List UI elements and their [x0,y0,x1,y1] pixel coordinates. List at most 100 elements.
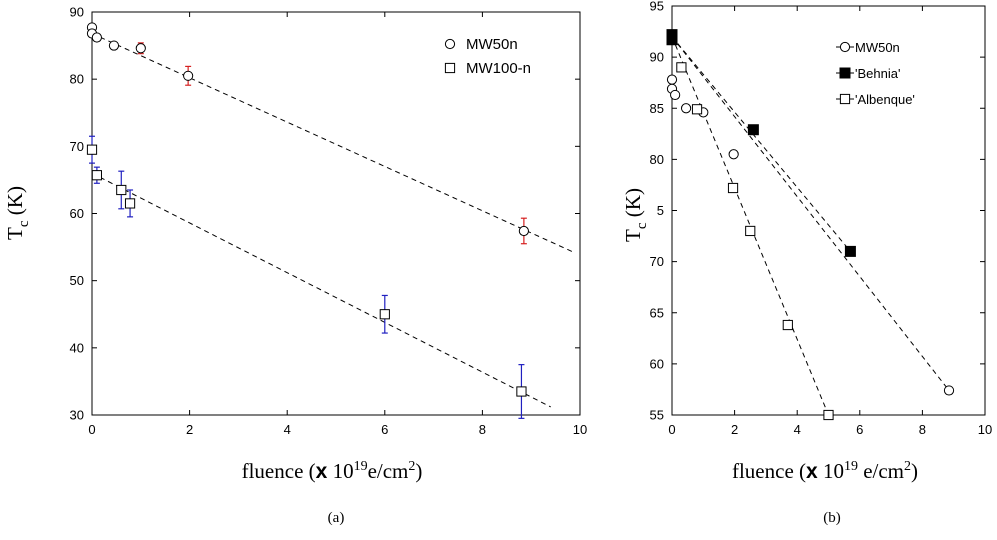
x-tick-label: 4 [794,422,801,437]
series-albenque [676,62,834,421]
data-point [86,144,98,155]
data-point [518,225,529,237]
x-axis-label-part: 2 [408,459,415,474]
legend-marker [839,41,851,53]
y-tick-label: 95 [650,0,664,14]
x-tick-label: 4 [284,422,291,437]
y-tick-label: 40 [70,340,84,355]
data-point [747,124,759,136]
y-axis-label-part: T [3,227,27,240]
data-point [135,43,146,54]
y-tick-label: 90 [70,5,84,20]
legend-label: 'Behnia' [855,66,900,81]
x-tick-label: 10 [978,422,992,437]
x-axis-label-part: fluence ( [242,459,316,483]
series-behnia [666,29,856,257]
x-axis-label-part: ) [415,459,422,483]
data-point [108,40,120,51]
y-axis-label: Tc (K) [3,186,32,240]
data-point [782,319,793,331]
data-point [666,34,678,46]
x-axis-label-part: fluence ( [732,459,806,483]
figure-caption: (a) [328,510,345,526]
legend: MW50n 'Behnia' 'Albenque' [836,40,915,107]
x-axis-label-part: 10 [818,459,844,483]
fit-line [671,36,851,252]
y-tick-label: 85 [650,101,664,116]
data-point [727,182,739,194]
data-point [680,103,692,114]
legend-label: MW50n [855,40,900,55]
y-axis-label-part: (K) [3,186,27,220]
y-axis-label: Tc (K) [621,188,650,242]
data-point [116,184,127,196]
fit-line [91,33,573,253]
x-axis-label-part: e/cm [858,459,904,483]
legend-marker [444,38,456,50]
fit-line [91,172,551,408]
data-point [124,198,136,209]
y-tick-label: 70 [650,254,664,269]
data-point [823,409,834,421]
legend-label: 'Albenque' [855,92,915,107]
fit-line [671,36,950,391]
y-tick-label: 60 [70,206,84,221]
legend-marker [839,67,851,79]
x-tick-label: 8 [479,422,486,437]
data-point [379,309,390,320]
data-point [666,74,678,85]
x-tick-label: 10 [573,422,587,437]
y-tick-label: 70 [70,139,84,154]
legend-marker [839,93,851,105]
x-axis-label-part: 2 [904,459,911,474]
y-tick-label: 80 [70,72,84,87]
data-point [670,89,681,101]
y-tick-label: 65 [650,305,664,320]
y-tick-label: 5 [657,203,664,218]
x-axis-label-part: x [806,460,818,483]
x-tick-label: 0 [88,422,95,437]
series-mw50n [666,74,955,396]
data-point [183,70,194,81]
x-axis-label-part: 10 [327,459,353,483]
chart-a: 0 2 4 6 8 10 30 40 50 60 70 80 90 MW50n MW100-n fluence… [3,5,587,527]
fit-line [671,36,829,416]
x-tick-label: 0 [668,422,675,437]
x-tick-label: 2 [731,422,738,437]
legend: MW50n MW100-n [444,36,531,77]
y-tick-label: 80 [650,152,664,167]
data-point [728,149,739,160]
x-axis-label: fluence (x 1019 e/cm2) [732,459,918,483]
data-point [943,385,955,396]
data-point [745,225,756,237]
legend-marker [444,62,456,74]
x-axis-label: fluence (x 1019e/cm2) [242,459,423,483]
x-axis-label-part: x [316,460,328,483]
data-point [91,170,102,181]
legend-label: MW100-n [466,60,531,77]
x-tick-label: 2 [186,422,193,437]
x-axis-label-part: ) [911,459,918,483]
chart-b: 0 2 4 6 8 10 55 60 65 70 5 80 85 90 95 MW50n 'Behnia' 'Al… [621,0,992,526]
y-tick-label: 90 [650,50,664,65]
y-tick-label: 60 [650,356,664,371]
x-tick-label: 6 [856,422,863,437]
series-mw50n [86,22,529,245]
x-axis-label-part: 19 [844,459,858,474]
y-tick-label: 30 [70,408,84,423]
plot-frame [671,5,986,416]
legend-label: MW50n [466,36,518,53]
data-point [91,32,102,43]
data-point [844,245,856,257]
data-point [676,62,687,73]
x-axis-label-part: e/cm [368,459,409,483]
x-axis-label-part: 19 [354,459,368,474]
data-point [516,386,527,397]
y-axis-label-part: c [16,220,32,227]
y-axis-label-part: T [621,229,645,242]
data-point [691,104,703,115]
y-axis-label-part: (K) [621,188,645,222]
y-axis-label-part: c [634,222,650,229]
figure-caption: (b) [823,510,841,526]
y-tick-label: 50 [70,273,84,288]
